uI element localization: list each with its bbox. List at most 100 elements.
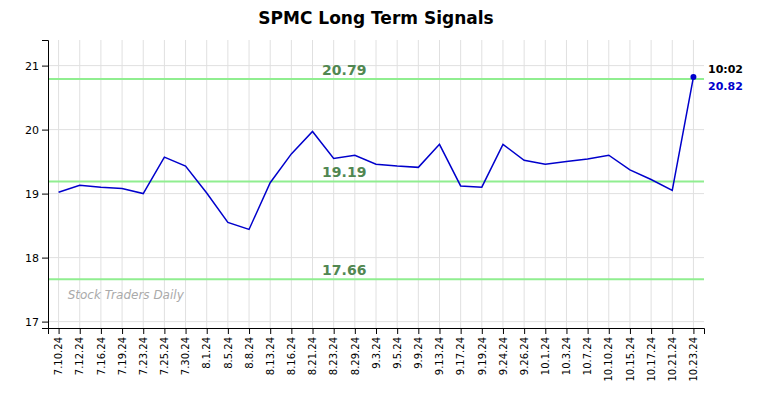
- y-tick: 19: [25, 188, 48, 201]
- grid-line: [122, 40, 123, 328]
- x-axis: 7.10.24 7.12.24 7.16.24 7.19.24 7.23.24 7.25.…: [49, 328, 705, 382]
- x-tick-mark: [545, 328, 546, 334]
- x-tick-label: 8.5.24: [223, 337, 234, 369]
- x-tick: 8.13.24: [265, 328, 276, 375]
- x-tick: 8.8.24: [244, 328, 255, 369]
- y-tick-label: 19: [25, 188, 39, 201]
- grid-line: [206, 40, 207, 328]
- marks: [48, 74, 704, 279]
- grid-line: [481, 40, 482, 328]
- x-tick-mark: [313, 328, 314, 334]
- x-tick: 10.7.24: [582, 328, 593, 375]
- grid-line: [376, 40, 377, 328]
- grid-line: [333, 40, 334, 328]
- grid-line: [291, 40, 292, 328]
- x-tick-label: 8.16.24: [286, 337, 297, 375]
- x-tick: 9.3.24: [371, 328, 382, 369]
- x-tick-mark: [693, 328, 694, 334]
- x-tick-mark: [524, 328, 525, 334]
- x-tick-mark: [207, 328, 208, 334]
- grid-line: [418, 40, 419, 328]
- plot-area: 17181920217.10.247.12.247.16.247.19.247.…: [25, 40, 743, 382]
- grid-line: [502, 40, 503, 328]
- chart: 17181920217.10.247.12.247.16.247.19.247.…: [0, 0, 784, 398]
- grid-line: [100, 40, 101, 328]
- x-tick: 8.21.24: [307, 328, 318, 375]
- grid-line: [545, 40, 546, 328]
- price-line: [59, 77, 694, 229]
- x-tick: 9.9.24: [413, 328, 424, 369]
- x-tick: 8.5.24: [223, 328, 234, 369]
- x-tick-label: 7.12.24: [74, 337, 85, 375]
- y-tick-label: 21: [25, 60, 39, 73]
- x-tick-label: 9.9.24: [413, 337, 424, 369]
- x-tick-label: 7.16.24: [96, 337, 107, 375]
- x-tick: 8.23.24: [328, 328, 339, 375]
- x-tick-mark: [270, 328, 271, 334]
- y-tick-label: 17: [25, 316, 39, 329]
- x-tick-mark: [334, 328, 335, 334]
- grid-line: [227, 40, 228, 328]
- x-tick: 9.5.24: [392, 328, 403, 369]
- x-tick-mark: [651, 328, 652, 334]
- x-tick-mark: [291, 328, 292, 334]
- x-tick: 7.16.24: [96, 328, 107, 375]
- x-tick-label: 8.21.24: [307, 337, 318, 375]
- x-tick: 8.1.24: [201, 328, 212, 369]
- x-tick-mark: [482, 328, 483, 334]
- x-tick-mark: [80, 328, 81, 334]
- x-tick: 7.23.24: [138, 328, 149, 375]
- x-tick: 9.26.24: [519, 328, 530, 375]
- x-tick-mark: [186, 328, 187, 334]
- y-tick: 17: [25, 316, 48, 329]
- grid-line: [312, 40, 313, 328]
- x-tick-mark: [588, 328, 589, 334]
- x-tick-mark: [143, 328, 144, 334]
- x-tick-label: 10.3.24: [561, 337, 572, 375]
- grid-line: [524, 40, 525, 328]
- x-tick-label: 10.7.24: [582, 337, 593, 375]
- x-tick-mark: [439, 328, 440, 334]
- grid-line: [164, 40, 165, 328]
- grid: [48, 40, 704, 328]
- grid-line: [439, 40, 440, 328]
- x-tick-label: 8.1.24: [201, 337, 212, 369]
- grid-line: [608, 40, 609, 328]
- grid-line: [651, 40, 652, 328]
- x-tick-label: 10.15.24: [625, 337, 636, 382]
- x-tick: 8.29.24: [350, 328, 361, 375]
- x-tick-label: 10.17.24: [646, 337, 657, 382]
- x-tick-mark: [355, 328, 356, 334]
- x-tick: 9.17.24: [455, 328, 466, 375]
- y-tick-mark: [42, 322, 48, 323]
- grid-line: [672, 40, 673, 328]
- x-tick-mark: [609, 328, 610, 334]
- y-tick: 18: [25, 252, 48, 265]
- x-tick: 7.25.24: [159, 328, 170, 375]
- annotation: 10:02: [708, 63, 743, 76]
- grid-line: [587, 40, 588, 328]
- x-tick: 10.21.24: [667, 328, 678, 382]
- x-tick: 7.19.24: [117, 328, 128, 375]
- x-tick: 10.15.24: [625, 328, 636, 382]
- x-tick-label: 7.10.24: [53, 337, 64, 375]
- annotation: 20.82: [708, 80, 743, 93]
- y-tick-label: 18: [25, 252, 39, 265]
- x-tick-mark: [122, 328, 123, 334]
- x-tick-label: 7.25.24: [159, 337, 170, 375]
- x-tick: 10.3.24: [561, 328, 572, 375]
- y-tick-mark: [42, 258, 48, 259]
- x-tick-label: 9.24.24: [498, 337, 509, 375]
- y-tick: 20: [25, 124, 48, 137]
- signal-line: [48, 278, 704, 280]
- signal-line: [48, 180, 704, 182]
- x-tick-label: 10.21.24: [667, 337, 678, 382]
- watermark: Stock Traders Daily: [68, 288, 185, 302]
- x-axis-line: [49, 329, 705, 335]
- grid-line: [58, 40, 59, 328]
- x-tick-mark: [228, 328, 229, 334]
- x-tick-label: 9.17.24: [455, 337, 466, 375]
- x-tick-mark: [249, 328, 250, 334]
- grid-line: [354, 40, 355, 328]
- x-tick: 10.1.24: [540, 328, 551, 375]
